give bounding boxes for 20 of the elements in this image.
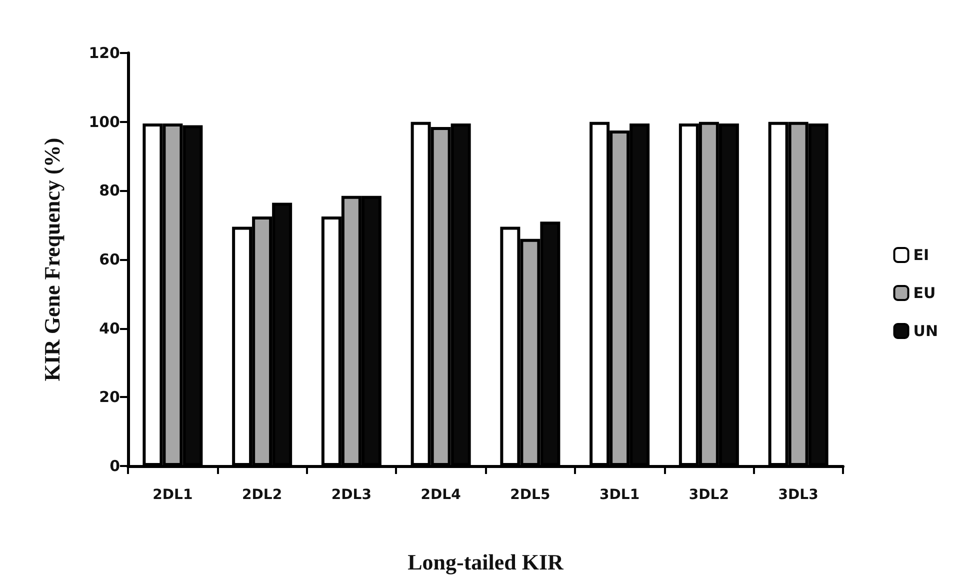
legend-label: UN — [913, 322, 938, 340]
y-axis-title: KIR Gene Frequency (%) — [40, 138, 64, 382]
legend-label: EI — [913, 246, 930, 264]
x-axis-title: Long-tailed KIR — [408, 550, 565, 574]
y-tick-label: 120 — [88, 44, 120, 62]
x-tick-label: 2DL1 — [152, 487, 193, 503]
y-tick-label: 80 — [99, 182, 120, 200]
x-tick-label: 3DL2 — [688, 487, 729, 503]
x-tick-label: 2DL5 — [510, 487, 550, 503]
x-tick-label: 2DL3 — [331, 487, 372, 503]
y-tick-label: 100 — [88, 112, 120, 131]
x-tick-label: 3DL3 — [778, 487, 818, 503]
x-tick-label: 2DL2 — [242, 487, 282, 503]
x-tick-label: 3DL1 — [600, 487, 640, 503]
legend-label: EU — [913, 284, 936, 302]
x-tick-label: 2DL4 — [420, 487, 462, 503]
y-tick-label: 60 — [99, 250, 120, 268]
y-tick-label: 40 — [99, 319, 120, 338]
y-tick-label: 0 — [110, 457, 120, 475]
y-tick-label: 20 — [99, 388, 120, 406]
